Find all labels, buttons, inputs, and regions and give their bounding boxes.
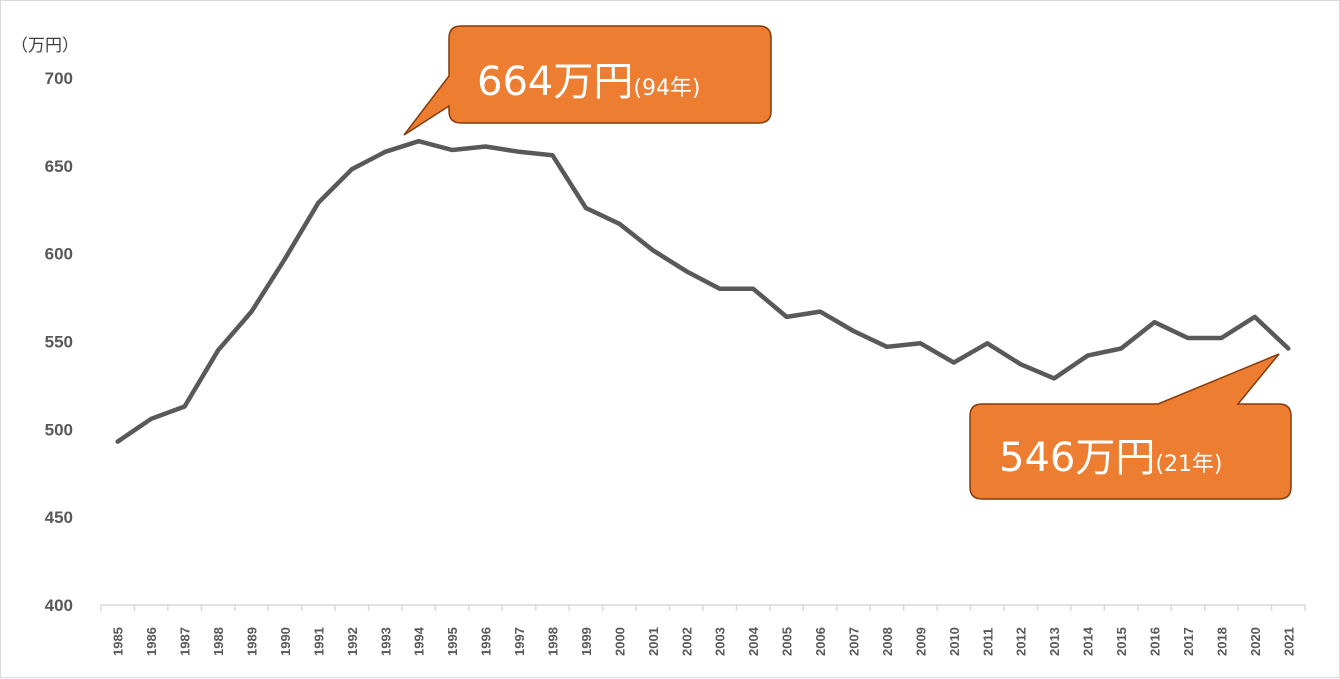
x-tick-label: 1991	[311, 627, 326, 656]
x-tick-label: 2020	[1248, 627, 1263, 656]
x-tick-label: 1992	[345, 627, 360, 656]
x-tick-label: 1987	[178, 627, 193, 656]
callout-latest-bubble	[969, 353, 1292, 500]
y-tick-label: 700	[45, 69, 73, 88]
x-tick-label: 2009	[913, 627, 928, 656]
callout-peak-text: 664万円(94年)	[477, 49, 701, 107]
x-tick-label: 1985	[111, 627, 126, 656]
x-tick-label: 1997	[512, 627, 527, 656]
x-tick-label: 2000	[612, 627, 627, 656]
x-tick-label: 2004	[746, 626, 761, 656]
x-axis	[100, 604, 1306, 611]
y-tick-label: 400	[45, 596, 73, 615]
x-tick-label: 1990	[278, 627, 293, 656]
callout-latest-text: 546万円(21年)	[999, 425, 1223, 483]
x-tick-label: 2017	[1181, 627, 1196, 656]
x-tick-label: 1988	[211, 627, 226, 656]
callout-latest-value: 546万円	[999, 435, 1156, 481]
y-tick-label: 500	[45, 420, 73, 439]
callout-peak-value: 664万円	[477, 59, 634, 105]
x-tick-label: 2015	[1114, 627, 1129, 656]
series-line	[115, 138, 1291, 444]
x-tick-label: 2011	[980, 628, 995, 656]
x-tick-label: 2005	[780, 627, 795, 656]
x-tick-label: 2013	[1047, 627, 1062, 656]
x-tick-label: 2018	[1214, 627, 1229, 656]
x-axis-tick-labels: 1985 1986 1987 1988 1989 1990 1991 1992 1993 1994…	[111, 626, 1297, 656]
x-tick-label: 2010	[947, 627, 962, 656]
x-tick-label: 2003	[713, 627, 728, 656]
x-tick-label: 2002	[679, 627, 694, 656]
callout-latest-year: (21年)	[1155, 452, 1223, 477]
x-tick-label: 2001	[646, 627, 661, 656]
x-tick-label: 2006	[813, 627, 828, 656]
x-tick-label: 2021	[1281, 627, 1296, 656]
y-tick-label: 450	[45, 508, 73, 527]
x-tick-label: 2014	[1081, 626, 1096, 656]
x-tick-label: 2012	[1014, 627, 1029, 656]
y-tick-label: 650	[45, 157, 73, 176]
y-axis-tick-labels: 400 450 500 550 600 650 700	[45, 69, 73, 615]
x-tick-label: 2016	[1148, 627, 1163, 656]
x-tick-label: 1998	[546, 627, 561, 656]
x-tick-label: 1999	[579, 627, 594, 656]
callout-peak-bubble	[403, 25, 772, 136]
callout-peak-year: (94年)	[633, 76, 701, 101]
x-tick-label: 1993	[378, 627, 393, 656]
x-tick-label: 1996	[479, 627, 494, 656]
x-tick-label: 1989	[245, 627, 260, 656]
x-tick-label: 1995	[445, 627, 460, 656]
y-axis-unit-label: （万円）	[11, 36, 79, 56]
y-tick-label: 600	[45, 245, 73, 264]
x-tick-label: 1994	[412, 626, 427, 656]
callout-shapes	[403, 25, 1292, 500]
x-tick-label: 2007	[847, 627, 862, 656]
x-tick-label: 1986	[144, 627, 159, 656]
x-tick-label: 2008	[880, 627, 895, 656]
y-tick-label: 550	[45, 333, 73, 352]
